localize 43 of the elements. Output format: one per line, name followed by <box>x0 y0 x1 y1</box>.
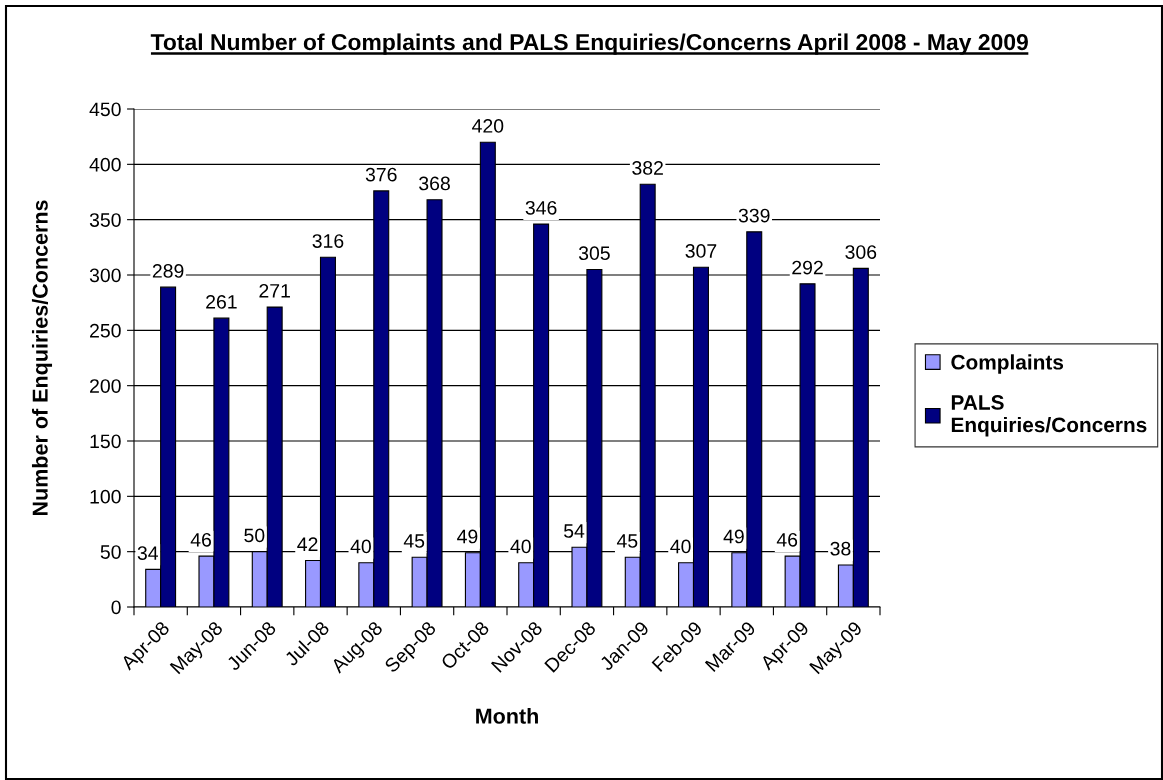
data-label: 46 <box>776 532 798 547</box>
data-label: 289 <box>152 264 184 278</box>
data-label: 316 <box>312 234 344 248</box>
chart-title: Total Number of Complaints and PALS Enquiries/Concerns April 2008 - May 2009 <box>150 33 1028 55</box>
y-tick-label: 150 <box>90 434 121 449</box>
data-label: 346 <box>525 200 557 215</box>
data-label: 292 <box>792 260 823 275</box>
data-label: 261 <box>206 294 237 309</box>
data-label: 45 <box>403 534 425 548</box>
data-label: 339 <box>738 208 770 223</box>
data-label: 271 <box>259 283 290 298</box>
data-label: 376 <box>365 167 397 182</box>
data-label: 45 <box>616 534 638 548</box>
data-label: 307 <box>685 244 717 258</box>
y-tick-label: 450 <box>89 102 121 117</box>
data-label: 42 <box>297 537 318 551</box>
data-label: 382 <box>632 161 663 175</box>
y-tick-label: 350 <box>89 213 121 227</box>
data-label: 305 <box>578 246 610 261</box>
data-label: 306 <box>845 245 877 259</box>
data-label: 54 <box>564 524 585 538</box>
data-label: 40 <box>670 539 691 554</box>
data-label: 49 <box>457 529 478 544</box>
y-tick-label: 100 <box>90 489 121 504</box>
data-label: 368 <box>419 176 450 191</box>
data-label: 34 <box>137 546 158 560</box>
x-axis-title: Month <box>476 707 538 724</box>
y-tick-label: 50 <box>100 545 121 559</box>
legend-label: PALS Enquiries/Concerns <box>951 395 1147 437</box>
y-tick-label: 300 <box>89 268 121 283</box>
data-label: 40 <box>510 539 531 554</box>
data-label: 40 <box>350 539 371 554</box>
y-axis-title: Number of Enquiries/Concerns <box>31 200 53 516</box>
data-label: 46 <box>190 532 211 547</box>
y-tick-label: 250 <box>90 323 121 338</box>
y-tick-label: 0 <box>111 600 121 615</box>
data-label: 49 <box>723 529 744 544</box>
data-label: 38 <box>830 541 851 556</box>
data-label: 50 <box>244 528 265 543</box>
data-label: 420 <box>472 119 504 133</box>
y-tick-label: 400 <box>89 157 121 172</box>
y-tick-label: 200 <box>90 379 121 393</box>
legend-label: Complaints <box>951 354 1064 374</box>
